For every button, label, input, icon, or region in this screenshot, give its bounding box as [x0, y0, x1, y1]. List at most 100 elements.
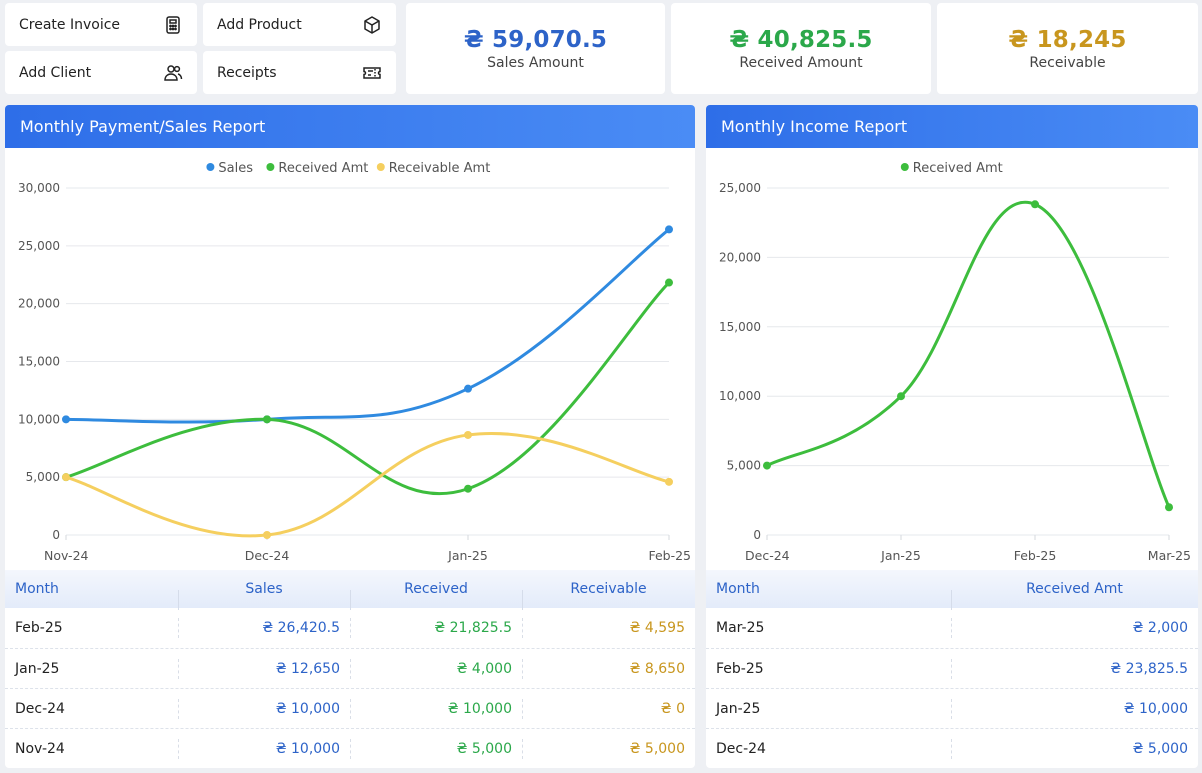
cell-amount: ₴ 5,000 — [350, 738, 522, 759]
header-month[interactable]: Month — [15, 581, 59, 597]
data-point — [1031, 200, 1039, 209]
header-sales[interactable]: Sales — [178, 581, 350, 610]
x-tick-label: Nov-24 — [44, 548, 89, 563]
cell-amount: ₴ 4,000 — [350, 658, 522, 679]
cell-month: Feb-25 — [716, 660, 764, 677]
calculator-icon — [166, 15, 180, 34]
sales-amount-value: ₴ 59,070.5 — [463, 26, 608, 53]
y-tick-label: 25,000 — [719, 181, 761, 195]
data-point — [263, 531, 271, 539]
income-table: Month Received Amt Mar-25 ₴ 2,000 Feb-25 ₴ … — [706, 570, 1198, 768]
cell-amount: ₴ 26,420.5 — [178, 618, 350, 638]
cell-amount: ₴ 10,000 — [350, 698, 522, 719]
legend-marker — [900, 163, 909, 171]
legend-marker — [206, 163, 215, 171]
y-tick-label: 20,000 — [719, 250, 761, 264]
payment-sales-chart: 0 5,000 10,000 15,000 20,000 25,000 30,000 Nov-… — [18, 161, 691, 563]
cell-amount: ₴ 12,650 — [178, 658, 350, 679]
y-tick-label: 30,000 — [18, 181, 60, 195]
cell-amount: ₴ 4,595 — [522, 618, 695, 638]
y-tick-label: 15,000 — [18, 355, 60, 369]
received-amount-label: Received Amount — [739, 54, 863, 71]
data-point — [62, 415, 70, 424]
x-tick-label: Dec-24 — [245, 548, 290, 563]
income-chart: 0 5,000 10,000 15,000 20,000 25,000 Dec-24 Jan-… — [719, 161, 1191, 563]
sales-amount-label: Sales Amount — [487, 54, 584, 71]
legend-label: Received Amt — [278, 161, 368, 176]
legend-label: Sales — [218, 161, 253, 176]
header-received[interactable]: Received — [350, 581, 522, 610]
data-point — [665, 225, 673, 234]
panel-title: Monthly Payment/Sales Report — [5, 105, 695, 148]
add-product-button[interactable]: Add Product — [203, 3, 396, 46]
monthly-income-panel: Monthly Income Report 0 5,000 10,000 15,000… — [706, 105, 1198, 768]
cell-month: Dec-24 — [716, 740, 766, 757]
x-tick-label: Dec-24 — [745, 548, 790, 563]
table-row[interactable]: Dec-24 ₴ 10,000 ₴ 10,000 ₴ 0 — [5, 688, 695, 728]
table-body: Feb-25 ₴ 26,420.5 ₴ 21,825.5 ₴ 4,595 Jan-25 ₴… — [5, 608, 695, 768]
cell-month: Dec-24 — [15, 700, 65, 717]
cell-amount: ₴ 8,650 — [522, 658, 695, 679]
panel-title: Monthly Income Report — [706, 105, 1198, 148]
cell-month: Jan-25 — [15, 660, 60, 677]
table-header: Month Sales Received Receivable — [5, 570, 695, 610]
table-row[interactable]: Nov-24 ₴ 10,000 ₴ 5,000 ₴ 5,000 — [5, 728, 695, 768]
create-invoice-label: Create Invoice — [19, 16, 121, 33]
y-tick-label: 10,000 — [719, 389, 761, 403]
cell-amount: ₴ 5,000 — [522, 738, 695, 759]
x-tick-label: Jan-25 — [447, 548, 488, 563]
data-point — [763, 461, 771, 470]
cell-amount: ₴ 23,825.5 — [951, 658, 1198, 679]
x-tick-label: Mar-25 — [1148, 548, 1191, 563]
data-point — [464, 484, 472, 493]
legend-label: Received Amt — [913, 161, 1003, 176]
cell-amount: ₴ 5,000 — [951, 738, 1198, 759]
table-row[interactable]: Mar-25 ₴ 2,000 — [706, 608, 1198, 648]
legend-label: Receivable Amt — [389, 161, 491, 176]
received-amount-card: ₴ 40,825.5 Received Amount — [671, 3, 931, 94]
legend-marker — [376, 163, 385, 171]
cell-amount: ₴ 10,000 — [178, 738, 350, 759]
cell-amount: ₴ 0 — [522, 698, 695, 719]
cell-month: Feb-25 — [15, 620, 63, 636]
receivable-value: ₴ 18,245 — [1008, 26, 1127, 53]
payment-sales-table: Month Sales Received Receivable Feb-25 ₴ … — [5, 570, 695, 768]
data-point — [263, 415, 271, 424]
data-point — [62, 473, 70, 482]
data-point — [665, 477, 673, 486]
table-row[interactable]: Feb-25 ₴ 23,825.5 — [706, 648, 1198, 688]
series-line — [64, 432, 671, 538]
cell-amount: ₴ 10,000 — [951, 698, 1198, 719]
cell-month: Jan-25 — [716, 700, 761, 717]
series-line — [765, 200, 1171, 509]
y-tick-label: 5,000 — [727, 459, 761, 473]
add-client-button[interactable]: Add Client — [5, 51, 197, 94]
series-line — [64, 227, 671, 424]
received-amount-value: ₴ 40,825.5 — [729, 26, 873, 53]
cell-amount: ₴ 21,825.5 — [350, 618, 522, 638]
legend-marker — [266, 163, 275, 171]
y-tick-label: 15,000 — [719, 320, 761, 334]
cell-month: Nov-24 — [15, 740, 65, 757]
receipts-button[interactable]: Receipts — [203, 51, 396, 94]
y-tick-label: 20,000 — [18, 297, 60, 311]
data-point — [897, 392, 905, 401]
create-invoice-button[interactable]: Create Invoice — [5, 3, 197, 46]
sales-amount-card: ₴ 59,070.5 Sales Amount — [406, 3, 665, 94]
table-row[interactable]: Jan-25 ₴ 12,650 ₴ 4,000 ₴ 8,650 — [5, 648, 695, 688]
receivable-label: Receivable — [1029, 54, 1106, 71]
table-row[interactable]: Jan-25 ₴ 10,000 — [706, 688, 1198, 728]
cell-month: Mar-25 — [716, 620, 765, 636]
ticket-icon — [363, 66, 381, 79]
y-tick-label: 5,000 — [26, 470, 60, 484]
x-tick-label: Feb-25 — [1014, 548, 1057, 563]
cell-amount: ₴ 2,000 — [951, 618, 1198, 638]
table-row[interactable]: Feb-25 ₴ 26,420.5 ₴ 21,825.5 ₴ 4,595 — [5, 608, 695, 648]
y-tick-label: 0 — [52, 528, 60, 542]
header-receivable[interactable]: Receivable — [522, 581, 695, 610]
data-point — [1165, 503, 1173, 512]
receipts-label: Receipts — [217, 64, 277, 81]
header-month[interactable]: Month — [716, 581, 760, 597]
table-row[interactable]: Dec-24 ₴ 5,000 — [706, 728, 1198, 768]
header-received-amt[interactable]: Received Amt — [951, 581, 1198, 610]
